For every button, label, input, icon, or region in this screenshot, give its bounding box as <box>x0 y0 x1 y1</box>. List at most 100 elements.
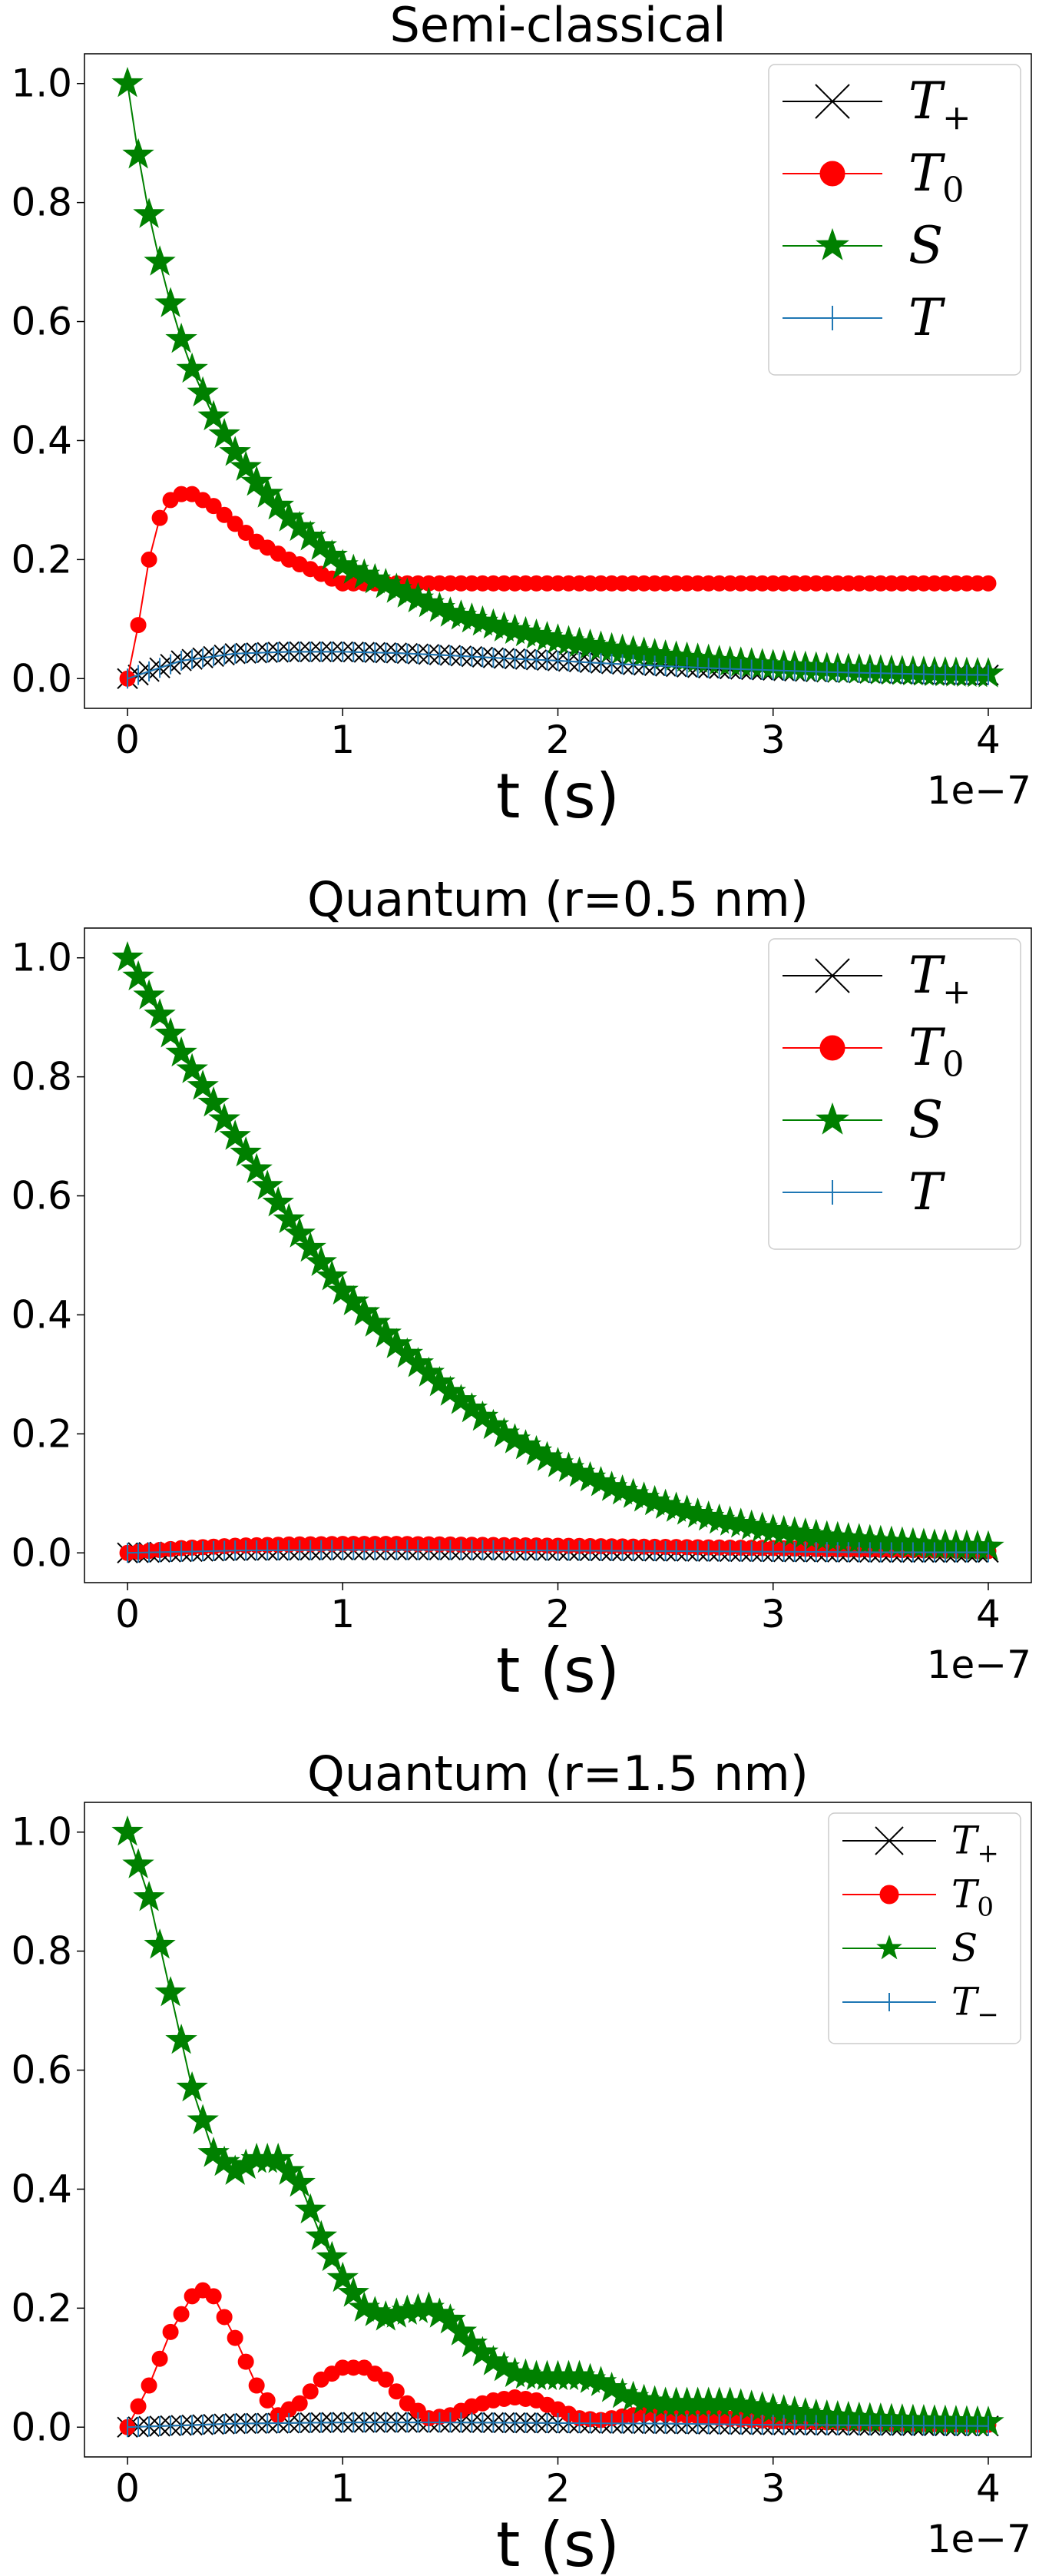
data-point <box>230 450 262 481</box>
data-point <box>133 1881 165 1911</box>
legend-marker <box>875 1826 904 1855</box>
x-tick-label: 3 <box>761 718 786 762</box>
y-tick-label: 0.6 <box>11 2048 72 2093</box>
legend-marker <box>816 227 849 260</box>
data-point <box>197 399 230 431</box>
series-2 <box>119 486 997 687</box>
data-point <box>197 1086 230 1117</box>
legend-marker <box>879 1885 899 1905</box>
y-tick-label: 0.8 <box>11 1055 72 1099</box>
data-point <box>262 489 294 520</box>
data-point <box>173 2306 190 2322</box>
data-point <box>980 575 997 592</box>
x-tick-label: 4 <box>976 1592 1001 1636</box>
legend-label-subscript: + <box>977 1838 999 1869</box>
y-tick-label: 0.4 <box>11 1292 72 1337</box>
series-3 <box>111 1815 1004 2436</box>
chart-title: Quantum (r=0.5 nm) <box>307 871 809 927</box>
data-point <box>219 1119 251 1150</box>
x-offset-text: 1e−7 <box>927 1643 1031 1687</box>
data-point <box>259 2392 276 2409</box>
legend-label-subscript: − <box>977 2000 999 2031</box>
legend-entry: T+ <box>783 946 971 1013</box>
data-point <box>230 1135 262 1167</box>
data-point <box>144 998 176 1029</box>
data-point <box>219 436 251 466</box>
chart-panel-3: Quantum (r=1.5 nm) 0 1 2 3 4 0.0 0.2 0.4 0.6 0.8 1.… <box>11 1746 1032 2576</box>
legend-entry: T+ <box>842 1818 999 1869</box>
data-point <box>144 245 176 276</box>
data-point <box>154 1976 187 2007</box>
data-point <box>144 1928 176 1959</box>
legend-label: S <box>908 1090 943 1149</box>
data-point <box>283 2166 316 2197</box>
legend-entry: T0 <box>842 1872 994 1923</box>
data-point <box>388 2383 405 2400</box>
chart-title: Quantum (r=1.5 nm) <box>307 1746 809 1802</box>
data-point <box>251 477 283 508</box>
data-point <box>122 960 154 991</box>
legend-box <box>768 64 1021 376</box>
y-tick-label: 0.2 <box>11 537 72 582</box>
legend-marker <box>815 84 850 119</box>
series-4 <box>127 2412 989 2438</box>
y-tick-label: 0.0 <box>11 1530 72 1575</box>
legend-label: T <box>908 1162 946 1222</box>
legend-marker <box>815 958 850 993</box>
x-tick-label: 1 <box>330 1592 355 1636</box>
legend-entry: T+ <box>783 71 971 138</box>
legend-box <box>828 1812 1021 2044</box>
legend-box <box>768 938 1021 1250</box>
data-point <box>165 1036 197 1067</box>
data-point <box>176 2070 208 2102</box>
legend-entry: T <box>783 288 946 347</box>
data-point <box>216 506 233 523</box>
legend-label-subscript: 0 <box>977 1892 994 1923</box>
data-point <box>237 525 254 542</box>
data-point <box>434 2303 467 2334</box>
legend-entry: T0 <box>783 144 965 210</box>
legend-marker <box>816 1102 849 1135</box>
y-tick-label: 0.2 <box>11 1411 72 1456</box>
legend-label: S <box>908 216 943 275</box>
data-point <box>305 1245 337 1276</box>
data-point <box>187 2104 219 2135</box>
legend-label: T0 <box>908 1018 965 1085</box>
legend-label-subscript: 0 <box>942 1043 965 1084</box>
y-tick-label: 0.4 <box>11 2167 72 2211</box>
data-point <box>176 1053 208 1083</box>
x-tick-label: 1 <box>330 2466 355 2511</box>
data-point <box>133 979 165 1010</box>
legend-label-subscript: + <box>942 97 971 138</box>
data-point <box>302 2383 319 2400</box>
data-point <box>151 509 168 526</box>
data-point <box>377 2371 394 2388</box>
data-point <box>205 2288 222 2305</box>
data-point <box>187 1069 219 1100</box>
data-point <box>251 1169 283 1200</box>
y-tick-label: 0.8 <box>11 1929 72 1974</box>
legend-label: T+ <box>908 946 971 1013</box>
data-point <box>208 417 240 449</box>
data-point <box>240 1152 273 1184</box>
x-tick-label: 4 <box>976 718 1001 762</box>
data-point <box>316 2240 348 2272</box>
data-point <box>162 2323 179 2340</box>
legend-label: T− <box>951 1980 999 2031</box>
y-tick-label: 0.6 <box>11 1174 72 1218</box>
data-point <box>111 940 144 972</box>
y-tick-label: 0.6 <box>11 300 72 344</box>
data-point <box>187 376 219 407</box>
x-tick-label: 4 <box>976 2466 1001 2511</box>
legend-entry: S <box>842 1926 978 1971</box>
legend-label: T0 <box>951 1872 994 1923</box>
data-point <box>337 2276 369 2307</box>
data-point <box>154 1017 187 1048</box>
x-tick-label: 3 <box>761 1592 786 1636</box>
legend: T+T0 ST <box>768 64 1021 376</box>
x-tick-label: 0 <box>115 2466 140 2511</box>
data-point <box>111 66 144 98</box>
data-point <box>227 516 243 532</box>
x-axis-label: t (s) <box>496 761 620 832</box>
